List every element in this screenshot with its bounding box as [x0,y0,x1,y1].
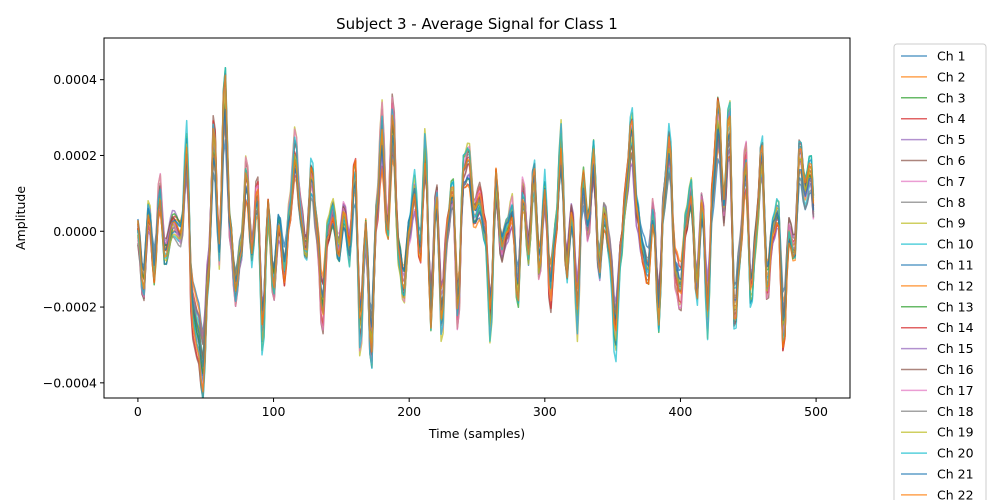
x-axis: 0 100 200 300 400 500 [134,398,828,419]
legend-label: Ch 5 [937,132,966,147]
legend-label: Ch 15 [937,341,974,356]
y-tick-label: −0.0004 [43,375,97,390]
plot-frame [103,37,851,399]
legend-label: Ch 3 [937,90,966,105]
series-line [137,74,815,393]
legend-label: Ch 1 [937,49,966,64]
y-axis-title: Amplitude [13,186,28,250]
legend-label: Ch 4 [937,111,966,126]
legend-label: Ch 13 [937,299,974,314]
x-tick-label: 500 [804,404,828,419]
y-tick-label: −0.0002 [43,300,97,315]
legend-label: Ch 17 [937,383,974,398]
y-tick-label: 0.0002 [53,148,97,163]
y-tick-label: 0.0004 [53,72,97,87]
x-tick-label: 0 [134,404,142,419]
legend-label: Ch 8 [937,195,966,210]
x-tick-label: 100 [262,404,286,419]
x-tick-label: 200 [397,404,421,419]
legend: Ch 1 Ch 2 Ch 3 Ch 4 Ch 5 Ch 6 Ch 7 Ch 8 Ch 9 Ch 1… [893,43,987,500]
plot-area: 0 100 200 300 400 500 −0.0004 −0.0002 0.0000 0.0… [43,37,851,419]
series-layer [137,66,815,398]
legend-box [893,43,987,500]
legend-label: Ch 2 [937,69,966,84]
legend-label: Ch 6 [937,153,966,168]
legend-items: Ch 1 Ch 2 Ch 3 Ch 4 Ch 5 Ch 6 Ch 7 Ch 8 Ch 9 Ch 1… [901,49,974,500]
legend-label: Ch 12 [937,278,974,293]
x-tick-label: 400 [669,404,693,419]
legend-label: Ch 11 [937,258,974,273]
legend-label: Ch 19 [937,425,974,440]
x-axis-title: Time (samples) [428,426,525,441]
legend-label: Ch 18 [937,404,974,419]
legend-label: Ch 21 [937,467,974,482]
y-tick-label: 0.0000 [53,224,97,239]
chart-title: Subject 3 - Average Signal for Class 1 [336,15,618,33]
legend-label: Ch 20 [937,446,974,461]
legend-label: Ch 10 [937,237,974,252]
x-tick-label: 300 [533,404,557,419]
legend-label: Ch 22 [937,487,974,500]
legend-label: Ch 14 [937,320,974,335]
legend-label: Ch 9 [937,216,966,231]
legend-label: Ch 7 [937,174,966,189]
legend-label: Ch 16 [937,362,974,377]
y-axis: −0.0004 −0.0002 0.0000 0.0002 0.0004 [43,72,104,390]
